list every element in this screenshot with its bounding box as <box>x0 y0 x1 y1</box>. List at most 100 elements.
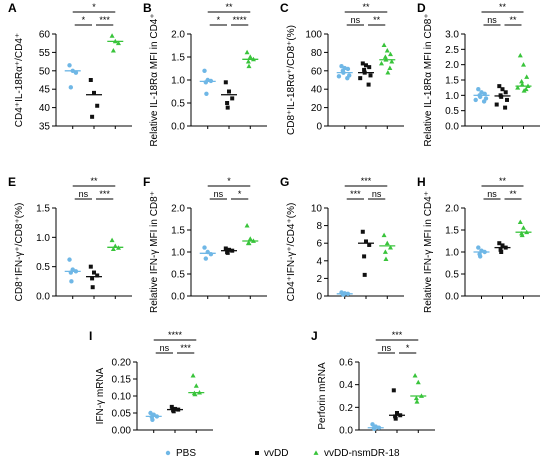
data-point <box>345 75 350 81</box>
y-tick-label: 0.15 <box>112 375 132 386</box>
y-tick-label: 0.05 <box>112 409 132 420</box>
data-point <box>473 97 478 103</box>
y-tick-label: 0.0 <box>445 292 459 303</box>
y-tick-label: 6 <box>316 239 322 250</box>
y-tick-label: 1.5 <box>171 53 185 64</box>
significance-label: ns <box>382 343 392 353</box>
data-point <box>499 250 504 254</box>
data-point <box>515 85 521 90</box>
legend-label: vvDD-nsmDR-18 <box>324 448 400 459</box>
data-point <box>499 94 504 99</box>
data-point <box>362 67 367 72</box>
y-axis-label: Relative IL-18Rα MFI in CD8⁺ <box>423 13 434 146</box>
data-point <box>88 78 93 82</box>
significance-label: ** <box>362 2 370 12</box>
data-point <box>395 411 399 415</box>
data-point <box>384 47 390 53</box>
data-point <box>414 399 420 404</box>
data-point <box>246 240 252 246</box>
panel-B: B 0.0 0.5 1.0 1.5 2.0 Relative IL-18Rα MFI in … <box>143 1 267 147</box>
y-tick-label: 0 <box>316 292 322 303</box>
significance-label: * <box>217 15 221 25</box>
data-point <box>223 80 228 85</box>
data-point <box>413 395 419 401</box>
data-point <box>415 379 421 385</box>
y-tick-label: 0.5 <box>171 270 185 281</box>
panel-D: D 0.0 0.5 1.0 1.5 2.0 2.5 3.0 Relative IL-18Rα M… <box>417 1 540 147</box>
y-tick-label: 100 <box>305 30 322 41</box>
data-point <box>92 270 96 275</box>
data-point <box>95 103 100 108</box>
data-point <box>366 82 371 87</box>
y-tick-label: 0.0 <box>171 292 185 303</box>
y-tick-label: 60 <box>39 30 51 41</box>
data-point <box>208 252 214 257</box>
data-point <box>521 62 526 67</box>
data-point <box>150 417 155 422</box>
significance-label: ns <box>487 189 497 199</box>
data-point <box>88 264 93 269</box>
data-point <box>370 422 375 427</box>
data-point <box>246 63 252 69</box>
data-point <box>244 49 250 55</box>
data-point <box>383 256 389 261</box>
y-tick-label: 1.0 <box>36 233 50 244</box>
data-point <box>521 88 527 93</box>
data-point <box>203 256 209 261</box>
y-tick-label: 2.5 <box>445 45 459 56</box>
data-point <box>68 85 74 90</box>
significance-label: *** <box>99 15 110 25</box>
data-point <box>503 105 508 110</box>
data-point <box>73 70 79 75</box>
y-tick-label: 2.0 <box>171 204 185 215</box>
significance-label: ** <box>90 176 98 186</box>
significance-label: * <box>82 15 86 25</box>
significance-label: *** <box>361 176 372 186</box>
y-tick-label: 45 <box>39 85 51 96</box>
significance-label: ** <box>499 2 507 12</box>
y-tick-label: 1.0 <box>171 248 185 259</box>
data-point <box>362 272 367 277</box>
data-point <box>524 74 530 79</box>
data-point <box>225 250 230 255</box>
y-tick-label: 0.20 <box>112 358 132 369</box>
data-point <box>110 47 116 53</box>
y-tick-label: 1.5 <box>36 204 50 215</box>
data-point <box>202 245 207 250</box>
data-point <box>521 225 526 230</box>
data-point <box>503 90 508 95</box>
significance-label: * <box>92 2 96 12</box>
y-tick-label: 80 <box>311 48 323 59</box>
data-point <box>171 409 176 414</box>
y-tick-label: 40 <box>311 85 323 96</box>
significance-label: ns <box>487 15 497 25</box>
y-tick-label: 1.0 <box>171 76 185 87</box>
data-point <box>519 232 525 238</box>
data-point <box>387 51 393 57</box>
y-tick-label: 1.5 <box>445 76 459 87</box>
y-tick-label: 0.0 <box>171 122 185 133</box>
data-point <box>225 105 230 110</box>
y-tick-label: 4 <box>316 256 322 267</box>
data-point <box>393 416 398 421</box>
y-tick-label: 55 <box>39 48 51 59</box>
significance-label: **** <box>168 330 183 340</box>
data-point <box>110 246 116 251</box>
y-tick-label: 0.0 <box>445 122 459 133</box>
data-point <box>190 373 196 378</box>
data-point <box>244 223 250 228</box>
y-tick-label: 2.0 <box>445 204 459 215</box>
data-point <box>358 76 363 81</box>
data-point <box>412 373 418 378</box>
data-point <box>476 87 481 92</box>
panel-letter: C <box>280 1 289 15</box>
y-axis-label: Relative IFN-γ MFI in CD8⁺ <box>149 191 160 313</box>
significance-label: ** <box>225 2 233 12</box>
data-point <box>497 84 502 89</box>
y-tick-label: 0.4 <box>339 380 353 391</box>
y-axis-label: CD8⁺IL-18Rα⁺/CD8⁺(%) <box>286 25 297 135</box>
significance-label: *** <box>180 343 191 353</box>
legend-label: vvDD <box>264 448 288 459</box>
